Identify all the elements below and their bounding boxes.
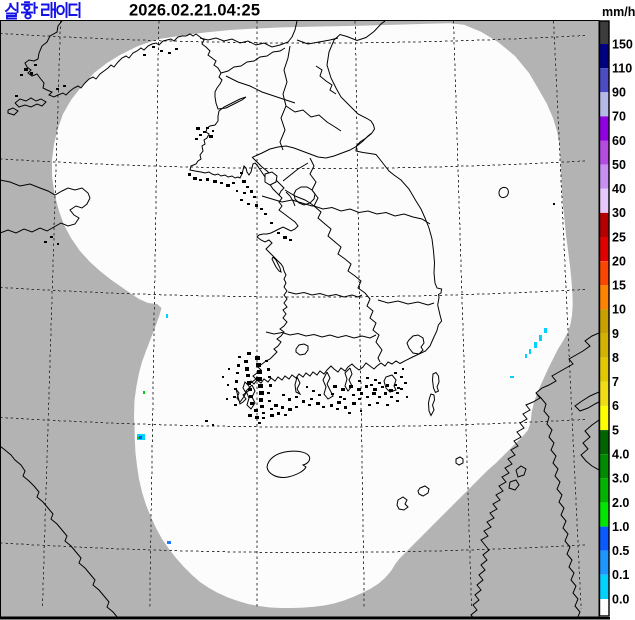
svg-text:50: 50 xyxy=(612,158,626,172)
svg-text:40: 40 xyxy=(612,182,626,196)
svg-text:6: 6 xyxy=(612,399,619,413)
svg-text:0.0: 0.0 xyxy=(612,592,629,606)
svg-text:150: 150 xyxy=(612,37,633,51)
svg-text:9: 9 xyxy=(612,327,619,341)
svg-text:15: 15 xyxy=(612,279,626,293)
svg-text:30: 30 xyxy=(612,206,626,220)
svg-text:25: 25 xyxy=(612,230,626,244)
svg-text:110: 110 xyxy=(612,61,632,75)
svg-text:60: 60 xyxy=(612,134,626,148)
svg-text:5: 5 xyxy=(612,423,619,437)
svg-text:20: 20 xyxy=(612,255,626,269)
svg-text:0.1: 0.1 xyxy=(612,568,629,582)
svg-text:90: 90 xyxy=(612,86,626,100)
svg-text:7: 7 xyxy=(612,375,619,389)
svg-text:mm/h: mm/h xyxy=(602,5,635,19)
svg-text:0.5: 0.5 xyxy=(612,544,629,558)
svg-text:2.0: 2.0 xyxy=(612,496,629,510)
svg-text:4.0: 4.0 xyxy=(612,448,629,462)
svg-text:8: 8 xyxy=(612,351,619,365)
svg-text:3.0: 3.0 xyxy=(612,472,629,486)
svg-text:2026.02.21.04:25: 2026.02.21.04:25 xyxy=(129,2,260,20)
svg-text:70: 70 xyxy=(612,110,626,124)
svg-text:10: 10 xyxy=(612,303,626,317)
svg-text:1.0: 1.0 xyxy=(612,520,629,534)
